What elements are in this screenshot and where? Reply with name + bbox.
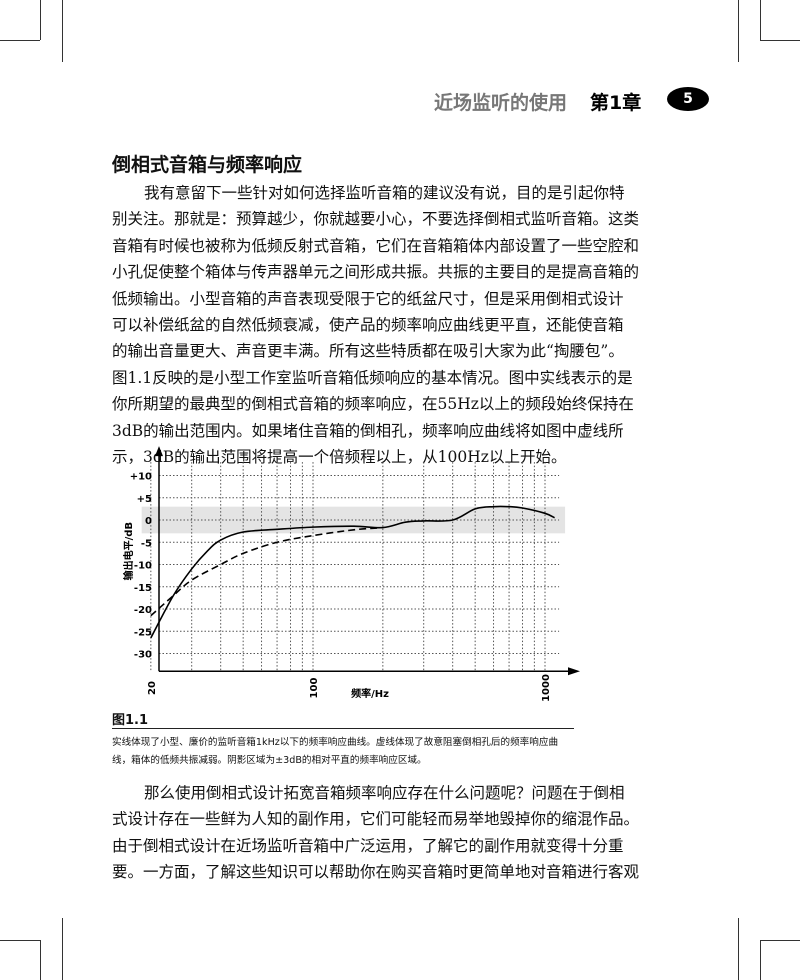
series-solid-line xyxy=(150,505,555,639)
running-header-title: 近场监听的使用 xyxy=(434,92,568,114)
x-tick-label: 1000 xyxy=(541,674,552,702)
y-tick-label: +10 xyxy=(130,472,152,483)
figure-label: 图1.1 xyxy=(112,713,149,728)
text-line: 小孔促使整个箱体与传声器单元之间形成共振。共振的主要目的是提高音箱的 xyxy=(112,263,640,282)
text-line: 的输出音量更大、声音更丰满。所有这些特质都在吸引大家为此“掏腰包”。 xyxy=(112,342,624,361)
x-tick-label: 20 xyxy=(147,681,158,695)
crop-mark xyxy=(738,0,739,62)
text-line: 示，3dB的输出范围将提高一个倍频程以上，从100Hz以上开始。 xyxy=(112,447,567,466)
text-line: 那么使用倒相式设计拓宽音箱频率响应存在什么问题呢？问题在于倒相 xyxy=(144,784,625,802)
x-axis-label: 频率/Hz xyxy=(351,687,389,700)
text-line: 低频输出。小型音箱的声音表现受限于它的纸盆尺寸，但是采用倒相式设计 xyxy=(112,289,624,308)
crop-mark xyxy=(760,40,800,41)
text-line: 可以补偿纸盆的自然低频衰减，使产品的频率响应曲线更平直，还能使音箱 xyxy=(112,315,624,334)
text-line: 你所期望的最典型的倒相式音箱的频率响应，在55Hz以上的频段始终保持在 xyxy=(112,395,634,414)
figure-rule xyxy=(112,728,574,729)
chapter-number: 第1章 xyxy=(590,92,642,114)
crop-mark xyxy=(62,918,63,980)
crop-mark xyxy=(40,0,41,40)
crop-mark xyxy=(760,940,800,941)
text-line: 要。一方面，了解这些知识可以帮助你在购买音箱时更简单地对音箱进行客观 xyxy=(112,863,640,882)
text-line: 音箱有时候也被称为低频反射式音箱，它们在音箱箱体内部设置了一些空腔和 xyxy=(112,236,640,255)
paragraph-1: 我有意留下一些针对如何选择监听音箱的建议没有说，目的是引起你特别关注。那就是：预… xyxy=(112,180,640,470)
y-tick-label: 0 xyxy=(145,516,152,527)
text-line: 由于倒相式设计在近场监听音箱中广泛运用，了解它的副作用就变得十分重 xyxy=(112,836,624,855)
paragraph-2: 那么使用倒相式设计拓宽音箱频率响应存在什么问题呢？问题在于倒相式设计存在一些鲜为… xyxy=(112,780,640,886)
x-tick-label: 100 xyxy=(309,678,320,699)
text-line: 3dB的输出范围内。如果堵住音箱的倒相孔，频率响应曲线将如图中虚线所 xyxy=(112,421,624,440)
page-number: 5 xyxy=(667,87,709,111)
x-axis-arrow xyxy=(568,667,580,676)
y-tick-label: -5 xyxy=(141,538,152,549)
crop-mark xyxy=(0,940,40,941)
section-title: 倒相式音箱与频率响应 xyxy=(112,154,303,176)
y-tick-label: -30 xyxy=(134,650,152,661)
y-tick-label: -25 xyxy=(134,627,152,638)
y-axis-label: 输出电平/dB xyxy=(122,522,135,580)
crop-mark xyxy=(0,40,40,41)
y-tick-label: -15 xyxy=(134,583,152,594)
crop-mark xyxy=(760,0,761,40)
text-line: 式设计存在一些鲜为人知的副作用，它们可能轻而易举地毁掉你的缩混作品。 xyxy=(112,810,640,829)
series-dashed-line xyxy=(150,527,378,617)
text-line: 图1.1反映的是小型工作室监听音箱低频响应的基本情况。图中实线表示的是 xyxy=(112,368,633,387)
crop-mark xyxy=(62,0,63,62)
figure-caption: 实线体现了小型、廉价的监听音箱1kHz以下的频率响应曲线。虚线体现了故意阻塞倒相… xyxy=(112,737,559,766)
crop-mark xyxy=(760,940,761,980)
text-line: 我有意留下一些针对如何选择监听音箱的建议没有说，目的是引起你特 xyxy=(144,184,625,202)
crop-mark xyxy=(738,918,739,980)
y-tick-label: +5 xyxy=(137,494,152,505)
y-tick-label: -20 xyxy=(134,605,152,616)
crop-mark xyxy=(40,940,41,980)
text-line: 别关注。那就是：预算越少，你就越要小心，不要选择倒相式监听音箱。这类 xyxy=(112,210,640,229)
y-axis-arrow xyxy=(155,446,163,457)
y-tick-label: -10 xyxy=(134,561,152,572)
